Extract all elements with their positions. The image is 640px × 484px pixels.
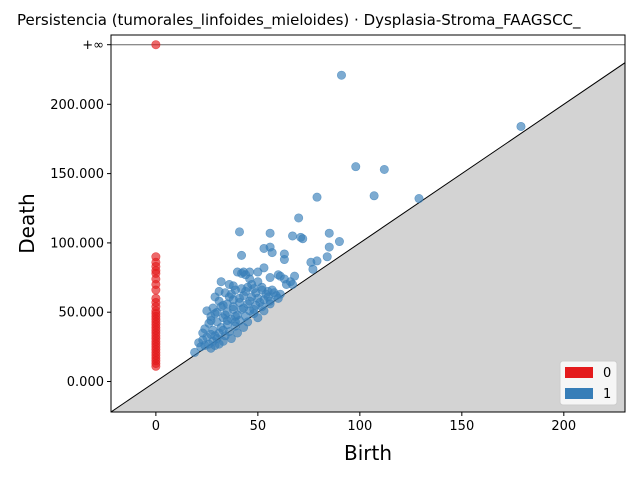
- x-tick-label: 100: [347, 419, 372, 434]
- point-series-1: [226, 334, 236, 344]
- point-series-1: [226, 289, 236, 299]
- point-series-1: [206, 343, 216, 353]
- y-tick-label: 150.000: [50, 167, 104, 182]
- point-series-1: [214, 296, 224, 306]
- plot-frame: [110, 34, 626, 413]
- point-series-1: [237, 284, 247, 294]
- point-series-1: [259, 243, 269, 253]
- point-series-1: [288, 279, 298, 289]
- point-series-1: [249, 304, 259, 314]
- point-series-1: [414, 194, 424, 204]
- point-series-1: [369, 191, 379, 201]
- point-series-1: [230, 317, 240, 327]
- point-series-1: [322, 252, 332, 262]
- point-series-1: [235, 293, 245, 303]
- point-series-1: [312, 192, 322, 202]
- point-series-0: [151, 40, 161, 50]
- legend-swatch-0: [565, 367, 593, 378]
- point-series-1: [265, 273, 275, 283]
- point-series-1: [288, 231, 298, 241]
- point-series-1: [222, 316, 232, 326]
- point-series-1: [253, 267, 263, 277]
- y-axis-label: Death: [15, 193, 39, 253]
- point-series-1: [253, 277, 263, 287]
- legend-label-0: 0: [603, 366, 611, 381]
- point-series-0: [151, 285, 161, 295]
- point-series-1: [235, 227, 245, 237]
- y-tick-label: 200.000: [50, 98, 104, 113]
- point-series-1: [206, 316, 216, 326]
- point-series-1: [336, 70, 346, 80]
- point-series-1: [334, 237, 344, 247]
- point-series-1: [245, 296, 255, 306]
- point-series-1: [298, 234, 308, 244]
- point-series-1: [324, 242, 334, 252]
- point-series-1: [255, 298, 265, 308]
- x-tick-label: 200: [551, 419, 576, 434]
- point-series-1: [237, 250, 247, 260]
- x-tick-label: 50: [250, 419, 267, 434]
- point-series-1: [232, 328, 242, 338]
- point-series-1: [239, 303, 249, 313]
- point-series-1: [216, 277, 226, 287]
- point-series-1: [190, 347, 200, 357]
- point-series-1: [210, 331, 220, 341]
- point-series-1: [253, 313, 263, 323]
- point-series-1: [308, 264, 318, 274]
- point-series-1: [516, 121, 526, 131]
- legend-swatch-1: [565, 388, 593, 399]
- point-series-1: [210, 309, 220, 319]
- point-series-1: [239, 322, 249, 332]
- point-series-1: [267, 248, 277, 258]
- point-series-1: [294, 213, 304, 223]
- x-tick-label: 0: [152, 419, 160, 434]
- point-series-1: [263, 292, 273, 302]
- y-tick-label: 100.000: [50, 236, 104, 251]
- point-series-1: [218, 325, 228, 335]
- y-tick-label: 50.000: [59, 306, 105, 321]
- infinity-tick-label: +∞: [82, 38, 104, 53]
- point-series-1: [259, 263, 269, 273]
- chart-title: Persistencia (tumorales_linfoides_mieloi…: [17, 11, 581, 30]
- legend-label-1: 1: [603, 387, 611, 402]
- point-series-1: [324, 228, 334, 238]
- x-axis-label: Birth: [344, 441, 392, 465]
- point-series-1: [196, 342, 206, 352]
- point-series-1: [251, 288, 261, 298]
- point-series-1: [379, 164, 389, 174]
- point-series-1: [351, 162, 361, 172]
- x-tick-label: 150: [449, 419, 474, 434]
- point-series-1: [245, 274, 255, 284]
- point-series-0: [151, 361, 161, 371]
- point-series-1: [198, 328, 208, 338]
- y-tick-label: 0.000: [67, 375, 104, 390]
- point-series-1: [265, 228, 275, 238]
- point-series-1: [228, 302, 238, 312]
- point-series-1: [267, 285, 277, 295]
- point-series-1: [259, 306, 269, 316]
- point-series-1: [273, 293, 283, 303]
- point-series-1: [279, 255, 289, 265]
